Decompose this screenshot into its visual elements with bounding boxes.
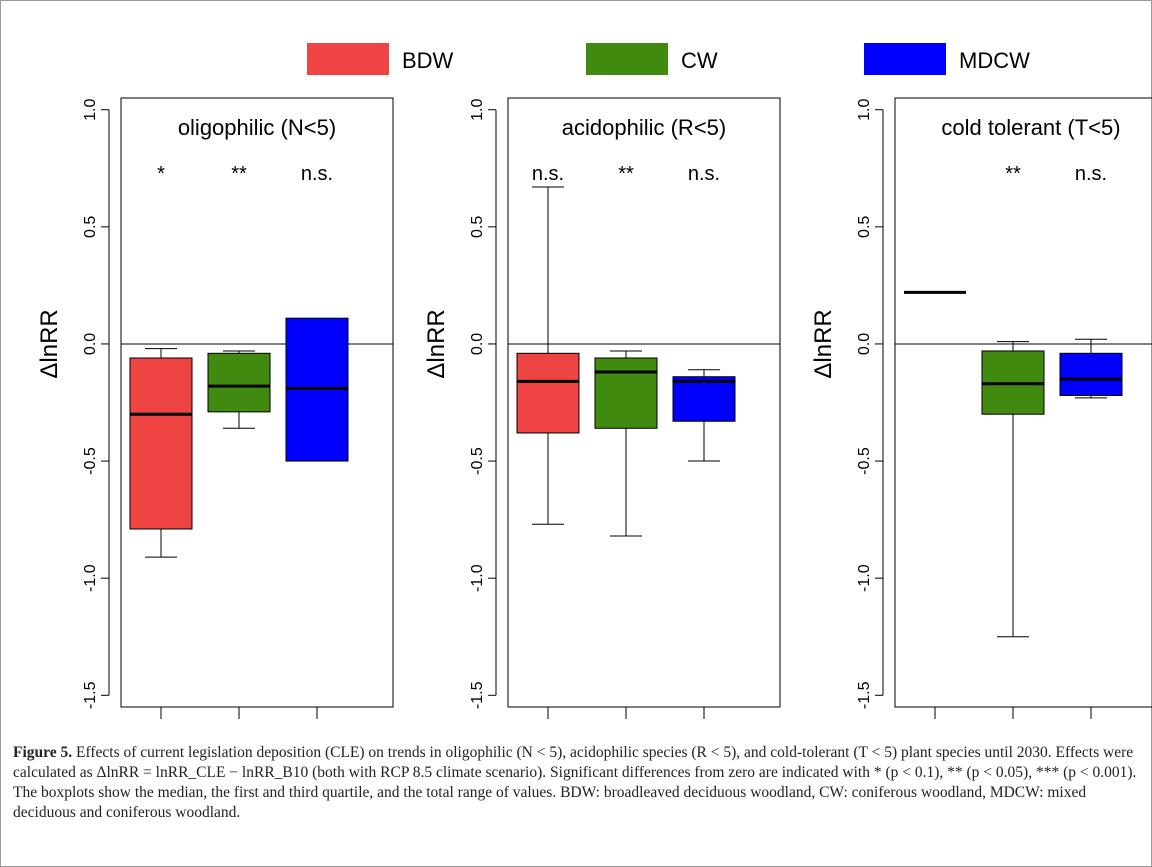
panel-title: oligophilic (N<5)	[178, 115, 336, 140]
box-mdcw: n.s.	[672, 163, 736, 719]
significance-label: *	[157, 163, 165, 185]
box-mdcw: n.s.	[1059, 163, 1123, 719]
significance-label: n.s.	[688, 163, 720, 185]
caption-text: Effects of current legislation depositio…	[13, 744, 1137, 821]
y-tick-label: 0.5	[469, 216, 486, 238]
box-bdw: *	[129, 163, 193, 719]
box-mdcw: n.s.	[285, 163, 349, 719]
y-tick-label: -1.5	[856, 681, 873, 709]
significance-label: n.s.	[532, 163, 564, 185]
box-cw: **	[594, 163, 658, 719]
y-tick-label: -1.0	[856, 564, 873, 592]
y-tick-label: 1.0	[469, 98, 486, 120]
box-body	[594, 357, 658, 429]
y-tick-label: 0.0	[856, 333, 873, 355]
box-body	[129, 357, 193, 530]
box-body	[1059, 352, 1123, 396]
legend: BDW CW MDCW	[307, 43, 1030, 75]
y-tick-label: -1.0	[82, 564, 99, 592]
y-tick-label: -1.5	[469, 681, 486, 709]
significance-label: **	[1005, 163, 1021, 185]
y-tick-label: 0.0	[82, 333, 99, 355]
panels: -1.5 -1.0 -0.5 0.0 0.5 1.0 ΔlnRR oligophilic (N…	[36, 97, 1152, 719]
y-tick-label: -1.0	[469, 564, 486, 592]
panel-1: -1.5 -1.0 -0.5 0.0 0.5 1.0 ΔlnRR oligophilic (N…	[36, 97, 394, 719]
figure-caption: Figure 5. Effects of current legislation…	[13, 743, 1143, 823]
box-bdw	[904, 290, 966, 719]
panel-title: cold tolerant (T<5)	[941, 115, 1120, 140]
y-tick-label: -1.5	[82, 681, 99, 709]
plot-frame	[120, 97, 394, 708]
box-body	[672, 376, 736, 422]
y-axis-label: ΔlnRR	[810, 309, 837, 378]
y-tick-label: -0.5	[82, 447, 99, 475]
box-cw: **	[981, 163, 1045, 719]
significance-label: n.s.	[1075, 163, 1107, 185]
significance-label: **	[618, 163, 634, 185]
boxplot-figure: BDW CW MDCW -1.5 -1.0 -0.5 0.0 0.5 1.0 ΔlnRR olig…	[36, 43, 1152, 719]
plot-frame	[894, 97, 1152, 708]
box-cw: **	[207, 163, 271, 719]
plot-frame	[507, 97, 781, 708]
y-tick-label: 1.0	[856, 98, 873, 120]
y-axis-label: ΔlnRR	[423, 309, 450, 378]
box-bdw: n.s.	[516, 163, 580, 719]
box-body	[207, 352, 271, 413]
legend-label-bdw: BDW	[402, 48, 454, 73]
legend-label-mdcw: MDCW	[959, 48, 1030, 73]
box-body	[516, 352, 580, 434]
significance-label: **	[231, 163, 247, 185]
y-tick-label: -0.5	[856, 447, 873, 475]
y-tick-label: 0.0	[469, 333, 486, 355]
significance-label: n.s.	[301, 163, 333, 185]
panel-2: -1.5 -1.0 -0.5 0.0 0.5 1.0 ΔlnRR acidophilic (R…	[423, 97, 781, 719]
panel-title: acidophilic (R<5)	[562, 115, 726, 140]
y-axis-label: ΔlnRR	[36, 309, 63, 378]
legend-swatch-mdcw	[864, 43, 946, 75]
legend-label-cw: CW	[681, 48, 718, 73]
y-tick-label: 0.5	[856, 216, 873, 238]
legend-swatch-cw	[586, 43, 668, 75]
y-tick-label: 0.5	[82, 216, 99, 238]
y-tick-label: -0.5	[469, 447, 486, 475]
caption-label: Figure 5.	[13, 744, 73, 761]
y-tick-label: 1.0	[82, 98, 99, 120]
panel-3: -1.5 -1.0 -0.5 0.0 0.5 1.0 ΔlnRR cold tolerant …	[810, 97, 1152, 719]
legend-swatch-bdw	[307, 43, 389, 75]
